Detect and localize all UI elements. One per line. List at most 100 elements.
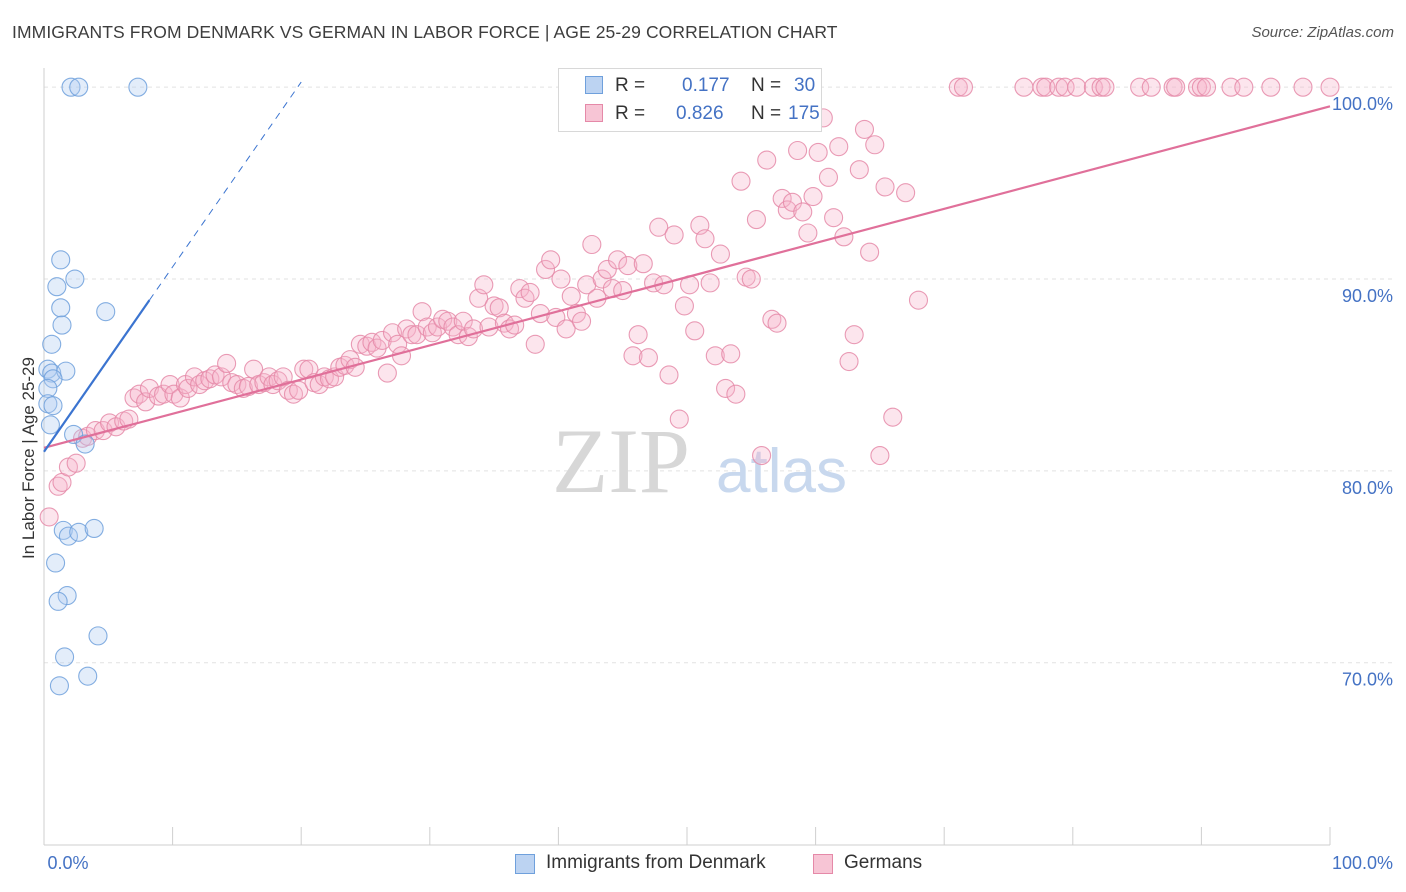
germans-point bbox=[597, 259, 617, 279]
germans-point bbox=[489, 298, 509, 318]
germans-point bbox=[541, 250, 561, 270]
denmark-point bbox=[42, 334, 62, 354]
denmark-point bbox=[88, 626, 108, 646]
denmark-point bbox=[49, 676, 69, 696]
germans-point bbox=[908, 290, 929, 310]
watermark-atlas: atlas bbox=[716, 437, 847, 506]
denmark-point bbox=[61, 77, 81, 97]
germans-point bbox=[695, 229, 715, 249]
germans-point bbox=[391, 346, 412, 366]
germans-point bbox=[716, 378, 736, 398]
germans-point bbox=[66, 453, 86, 473]
germans-point bbox=[1293, 77, 1313, 97]
germans-point bbox=[818, 167, 839, 187]
legend-r-value: 0.826 bbox=[676, 103, 724, 124]
germans-point bbox=[705, 346, 725, 366]
scatter-points bbox=[38, 77, 1340, 696]
germans-point bbox=[700, 273, 720, 293]
y-tick-label: 90.0% bbox=[1342, 286, 1393, 306]
germans-point bbox=[772, 188, 792, 209]
legend-r-label: R = bbox=[615, 103, 646, 124]
x-tick-label: 0.0% bbox=[47, 853, 88, 873]
denmark-point bbox=[58, 526, 78, 546]
germans-point bbox=[803, 186, 823, 207]
germans-point bbox=[649, 217, 669, 237]
germans-point bbox=[726, 384, 746, 404]
denmark-point bbox=[75, 434, 95, 454]
germans-point bbox=[883, 407, 903, 427]
germans-point bbox=[1095, 77, 1115, 97]
germans-point bbox=[217, 353, 237, 374]
germans-point bbox=[746, 210, 766, 230]
germans-point bbox=[1320, 77, 1340, 97]
germans-point bbox=[664, 225, 684, 245]
germans-point bbox=[638, 348, 658, 368]
legend-r-value: 0.177 bbox=[682, 75, 730, 96]
germans-point bbox=[854, 119, 875, 139]
germans-point bbox=[721, 344, 741, 364]
denmark-trend-extension bbox=[149, 81, 302, 301]
germans-point bbox=[520, 282, 540, 303]
series-name-germans: Germans bbox=[844, 852, 923, 873]
germans-point bbox=[39, 507, 59, 527]
y-axis-label: In Labor Force | Age 25-29 bbox=[19, 357, 38, 559]
germans-point bbox=[48, 476, 68, 496]
denmark-point bbox=[57, 586, 77, 606]
germans-point bbox=[1055, 77, 1075, 97]
germans-point bbox=[438, 311, 458, 331]
germans-point bbox=[788, 140, 808, 161]
germans-point bbox=[1196, 77, 1217, 97]
germans-point bbox=[1014, 77, 1034, 97]
denmark-point bbox=[128, 77, 148, 97]
x-tick-label: 100.0% bbox=[1332, 853, 1393, 873]
germans-point bbox=[618, 256, 638, 276]
germans-point bbox=[782, 192, 803, 212]
germans-point bbox=[283, 384, 304, 404]
axes bbox=[43, 68, 1331, 846]
germans-point bbox=[1191, 77, 1211, 97]
germans-point bbox=[731, 171, 751, 191]
denmark-point bbox=[43, 369, 63, 389]
germans-point bbox=[808, 142, 828, 162]
germans-point bbox=[953, 77, 974, 97]
germans-point bbox=[659, 365, 679, 385]
source-label: Source: ZipAtlas.com bbox=[1251, 24, 1394, 41]
legend-swatch-germans bbox=[585, 104, 603, 122]
germans-point bbox=[685, 321, 705, 341]
germans-point bbox=[561, 286, 581, 306]
legend-r-label: R = bbox=[615, 75, 646, 96]
germans-point bbox=[377, 363, 397, 383]
germans-point bbox=[710, 244, 730, 264]
denmark-point bbox=[43, 396, 63, 416]
germans-point bbox=[592, 269, 612, 289]
germans-point bbox=[407, 325, 427, 345]
denmark-point bbox=[53, 520, 73, 540]
germans-point bbox=[762, 309, 782, 329]
legend-n-value: 175 bbox=[788, 103, 820, 124]
germans-point bbox=[628, 325, 648, 345]
germans-point bbox=[535, 259, 556, 279]
germans-point bbox=[1067, 77, 1087, 97]
germans-point bbox=[633, 254, 653, 274]
legend-n-label: N = bbox=[751, 75, 782, 96]
germans-point bbox=[525, 334, 545, 354]
denmark-point bbox=[38, 378, 58, 398]
denmark-point bbox=[46, 553, 66, 573]
germans-point bbox=[793, 202, 813, 222]
germans-point bbox=[829, 137, 849, 157]
germans-point bbox=[767, 313, 787, 333]
germans-point bbox=[278, 380, 298, 400]
germans-point bbox=[412, 302, 432, 322]
germans-point bbox=[190, 375, 210, 395]
denmark-point bbox=[69, 522, 89, 542]
series-swatch-germans bbox=[813, 854, 833, 874]
germans-point bbox=[860, 242, 880, 262]
germans-point bbox=[1234, 77, 1254, 97]
germans-point bbox=[382, 323, 403, 343]
germans-point bbox=[798, 223, 818, 243]
denmark-point bbox=[42, 363, 62, 383]
denmark-point bbox=[40, 415, 60, 435]
germans-point bbox=[824, 208, 844, 228]
denmark-point bbox=[55, 647, 75, 667]
germans-point bbox=[200, 369, 220, 389]
